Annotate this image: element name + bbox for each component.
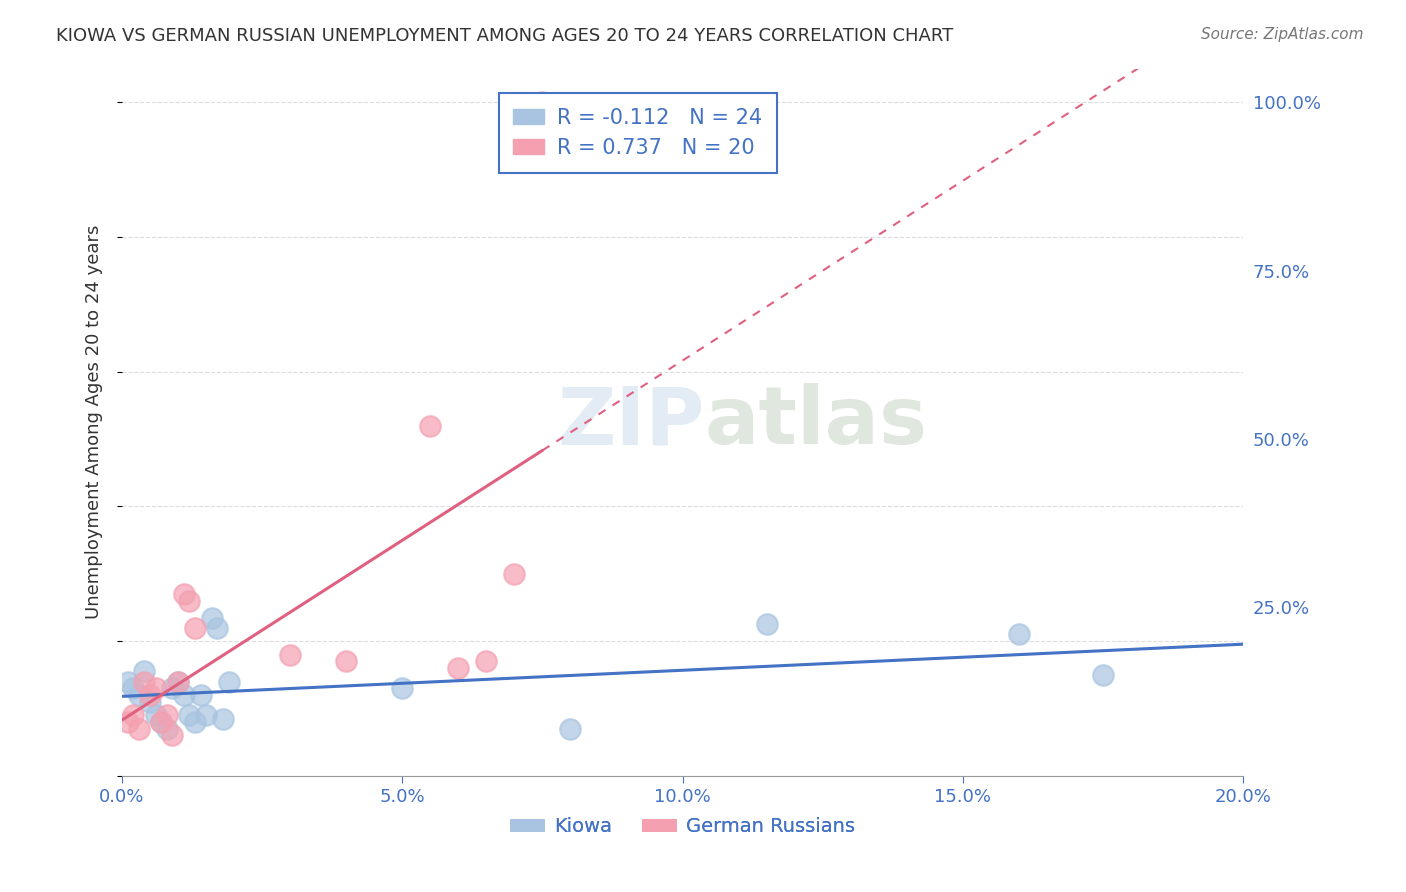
Point	[167, 674, 190, 689]
Text: ZIP: ZIP	[558, 384, 704, 461]
Point	[184, 621, 207, 635]
Point	[201, 610, 224, 624]
Point	[190, 688, 212, 702]
Point	[117, 674, 139, 689]
Point	[447, 661, 470, 675]
Point	[531, 95, 554, 110]
Point	[156, 708, 179, 723]
Point	[184, 714, 207, 729]
Point	[173, 587, 195, 601]
Point	[173, 688, 195, 702]
Point	[560, 722, 582, 736]
Point	[195, 708, 218, 723]
Point	[278, 648, 301, 662]
Point	[145, 681, 167, 696]
Point	[139, 695, 162, 709]
Point	[145, 708, 167, 723]
Point	[150, 714, 173, 729]
Point	[167, 674, 190, 689]
Point	[134, 674, 156, 689]
Legend: Kiowa, German Russians: Kiowa, German Russians	[502, 809, 863, 844]
Point	[419, 418, 441, 433]
Point	[162, 728, 184, 742]
Point	[179, 708, 201, 723]
Point	[156, 722, 179, 736]
Point	[335, 654, 357, 668]
Text: KIOWA VS GERMAN RUSSIAN UNEMPLOYMENT AMONG AGES 20 TO 24 YEARS CORRELATION CHART: KIOWA VS GERMAN RUSSIAN UNEMPLOYMENT AMO…	[56, 27, 953, 45]
Point	[1091, 667, 1114, 681]
Point	[179, 593, 201, 607]
Point	[207, 621, 229, 635]
Text: Source: ZipAtlas.com: Source: ZipAtlas.com	[1201, 27, 1364, 42]
Point	[134, 665, 156, 679]
Point	[1008, 627, 1031, 641]
Text: atlas: atlas	[704, 384, 928, 461]
Point	[122, 708, 145, 723]
Point	[755, 617, 778, 632]
Point	[218, 674, 240, 689]
Point	[128, 722, 150, 736]
Point	[150, 714, 173, 729]
Point	[391, 681, 413, 696]
Point	[139, 688, 162, 702]
Point	[117, 714, 139, 729]
Point	[128, 688, 150, 702]
Point	[212, 712, 235, 726]
Point	[503, 566, 526, 581]
Y-axis label: Unemployment Among Ages 20 to 24 years: Unemployment Among Ages 20 to 24 years	[86, 225, 103, 619]
Point	[122, 681, 145, 696]
Point	[162, 681, 184, 696]
Point	[475, 654, 498, 668]
